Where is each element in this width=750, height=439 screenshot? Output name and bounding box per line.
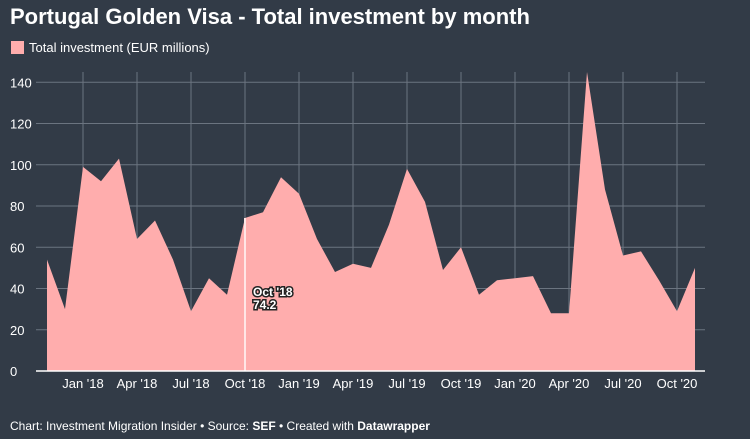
area-layer	[47, 72, 695, 371]
chart-title: Portugal Golden Visa - Total investment …	[10, 4, 530, 29]
y-tick-label: 100	[10, 158, 32, 173]
area-chart[interactable]: 0 20 40 60 80 100 120 140 Jan '18 Apr '18 Jul '18 O…	[0, 0, 750, 415]
tooltip-value: 74.2	[253, 298, 277, 312]
x-tick-label: Jul '20	[604, 376, 641, 391]
y-tick-label: 80	[10, 199, 24, 214]
x-tick-label: Jul '19	[388, 376, 425, 391]
x-tick-label: Jan '19	[278, 376, 320, 391]
footer-prefix: Chart: Investment Migration Insider • So…	[10, 419, 253, 433]
x-tick-label: Jan '20	[494, 376, 536, 391]
x-tick-label: Oct '19	[441, 376, 482, 391]
axis-layer: 0 20 40 60 80 100 120 140 Jan '18 Apr '18 Jul '18 O…	[10, 75, 705, 391]
legend-label: Total investment (EUR millions)	[29, 40, 210, 55]
x-tick-label: Jan '18	[62, 376, 104, 391]
legend: Total investment (EUR millions)	[11, 40, 210, 55]
x-tick-label: Apr '18	[117, 376, 158, 391]
footer-tool: Datawrapper	[357, 419, 430, 433]
footer-mid: • Created with	[275, 419, 358, 433]
y-tick-label: 120	[10, 117, 32, 132]
series-area-total-investment	[47, 72, 695, 371]
x-tick-label: Jul '18	[172, 376, 209, 391]
y-tick-label: 40	[10, 282, 24, 297]
chart-footer: Chart: Investment Migration Insider • So…	[10, 419, 430, 433]
y-tick-label: 20	[10, 323, 24, 338]
y-tick-label: 60	[10, 240, 24, 255]
x-tick-label: Oct '20	[657, 376, 698, 391]
y-tick-label: 140	[10, 75, 32, 90]
tooltip-label: Oct '18	[253, 285, 293, 299]
x-tick-label: Apr '19	[333, 376, 374, 391]
x-tick-label: Apr '20	[549, 376, 590, 391]
y-tick-label: 0	[10, 364, 17, 379]
legend-swatch	[11, 41, 24, 54]
footer-source: SEF	[252, 419, 276, 433]
x-tick-label: Oct '18	[225, 376, 266, 391]
